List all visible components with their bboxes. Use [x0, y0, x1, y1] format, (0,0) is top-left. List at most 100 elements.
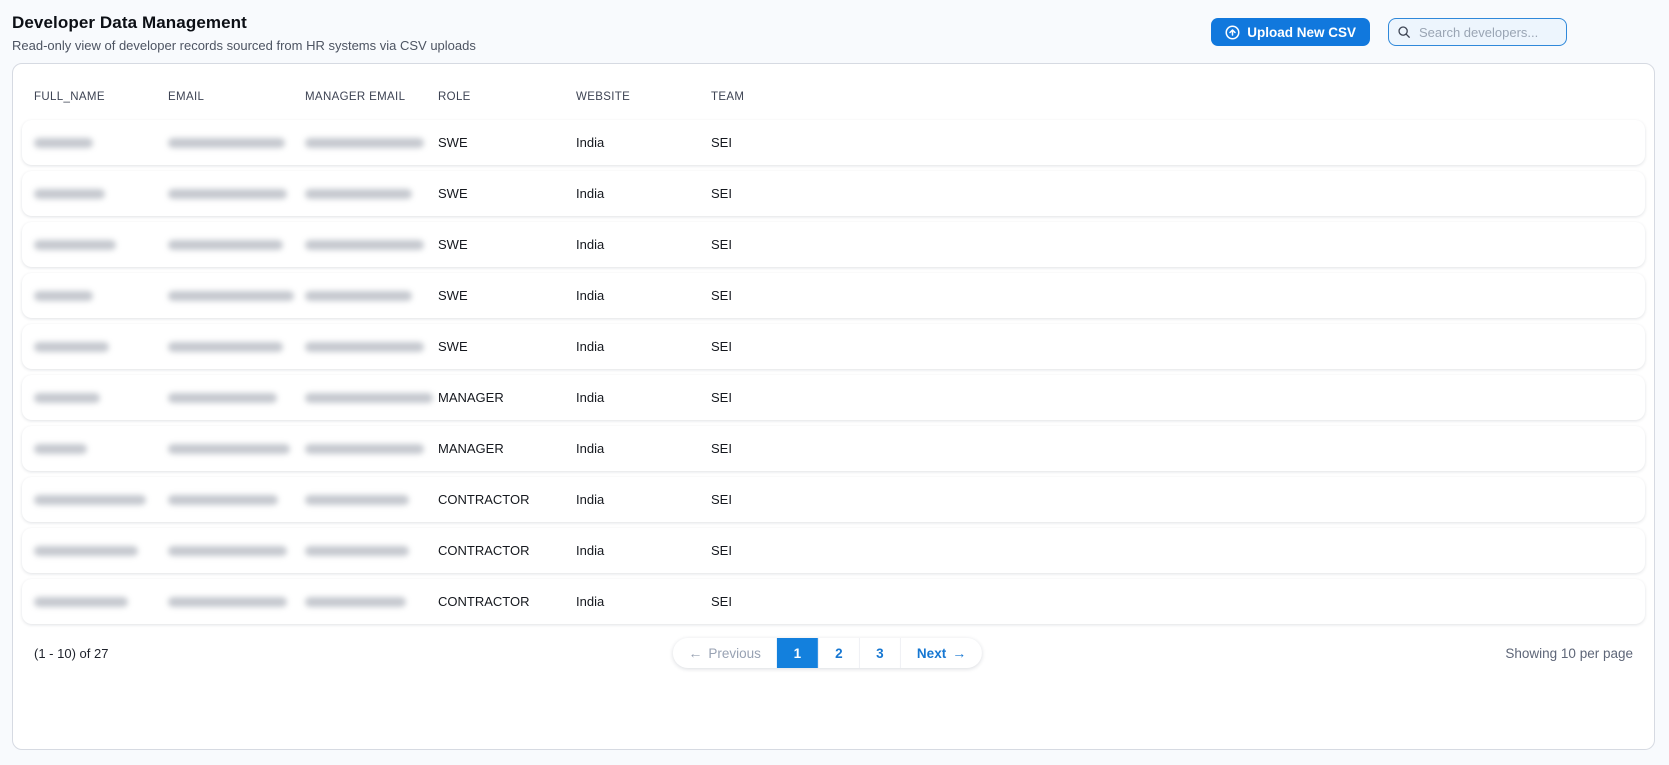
redacted-text-bar	[305, 341, 424, 352]
manager-email-cell-redacted	[293, 545, 426, 556]
column-header-manager-email: MANAGER EMAIL	[305, 90, 406, 103]
manager-email-cell-redacted	[293, 188, 426, 199]
redacted-text-bar	[305, 137, 424, 148]
email-cell-redacted	[156, 188, 293, 199]
team-cell: SEI	[711, 186, 732, 201]
manager-email-cell-redacted	[293, 341, 426, 352]
manager-email-cell-redacted	[293, 596, 426, 607]
manager-email-cell-redacted	[293, 443, 426, 454]
website-cell: India	[576, 492, 605, 507]
column-header-role: ROLE	[438, 90, 471, 103]
team-cell: SEI	[711, 594, 732, 609]
column-header-email: EMAIL	[168, 90, 205, 103]
website-cell: India	[576, 543, 605, 558]
table-body: SWE India SEI SWE India SEI SWE India SEI SWE Indi…	[22, 120, 1645, 624]
role-cell: CONTRACTOR	[438, 594, 530, 609]
redacted-text-bar	[34, 392, 100, 403]
table-row: CONTRACTOR India SEI	[22, 528, 1645, 573]
previous-button[interactable]: ← Previous	[672, 638, 777, 668]
full-name-cell-redacted	[22, 137, 156, 148]
redacted-text-bar	[34, 290, 93, 301]
column-header-website: WEBSITE	[576, 90, 631, 103]
page-title: Developer Data Management	[12, 13, 247, 32]
redacted-text-bar	[168, 443, 290, 454]
redacted-text-bar	[34, 341, 109, 352]
redacted-text-bar	[34, 239, 116, 250]
table-row: SWE India SEI	[22, 171, 1645, 216]
arrow-right-icon: →	[952, 645, 967, 661]
full-name-cell-redacted	[22, 596, 156, 607]
redacted-text-bar	[34, 137, 93, 148]
redacted-text-bar	[168, 596, 287, 607]
full-name-cell-redacted	[22, 188, 156, 199]
table-row: CONTRACTOR India SEI	[22, 477, 1645, 522]
redacted-text-bar	[305, 596, 406, 607]
search-box	[1388, 18, 1567, 46]
redacted-text-bar	[168, 392, 277, 403]
table-row: MANAGER India SEI	[22, 426, 1645, 471]
table-row: SWE India SEI	[22, 273, 1645, 318]
redacted-text-bar	[305, 443, 424, 454]
page-button-2[interactable]: 2	[817, 638, 859, 668]
full-name-cell-redacted	[22, 290, 156, 301]
redacted-text-bar	[305, 290, 412, 301]
redacted-text-bar	[168, 137, 285, 148]
manager-email-cell-redacted	[293, 290, 426, 301]
email-cell-redacted	[156, 137, 293, 148]
full-name-cell-redacted	[22, 239, 156, 250]
redacted-text-bar	[34, 494, 146, 505]
role-cell: SWE	[438, 288, 468, 303]
manager-email-cell-redacted	[293, 494, 426, 505]
upload-icon	[1225, 25, 1240, 40]
email-cell-redacted	[156, 290, 294, 301]
role-cell: SWE	[438, 237, 468, 252]
redacted-text-bar	[168, 494, 278, 505]
manager-email-cell-redacted	[293, 392, 433, 403]
table-row: MANAGER India SEI	[22, 375, 1645, 420]
search-input[interactable]	[1388, 18, 1567, 46]
range-label: (1 - 10) of 27	[34, 645, 109, 661]
email-cell-redacted	[156, 545, 293, 556]
table-header-row: FULL_NAME EMAIL MANAGER EMAIL ROLE WEBSITE TE…	[22, 73, 1645, 120]
column-header-full-name: FULL_NAME	[34, 90, 105, 103]
page-button-1[interactable]: 1	[776, 638, 818, 668]
email-cell-redacted	[156, 341, 293, 352]
full-name-cell-redacted	[22, 545, 156, 556]
team-cell: SEI	[711, 339, 732, 354]
manager-email-cell-redacted	[293, 239, 426, 250]
page-button-3[interactable]: 3	[858, 638, 900, 668]
redacted-text-bar	[305, 545, 409, 556]
arrow-left-icon: ←	[688, 645, 703, 661]
redacted-text-bar	[168, 239, 283, 250]
email-cell-redacted	[156, 239, 293, 250]
website-cell: India	[576, 594, 605, 609]
website-cell: India	[576, 441, 605, 456]
redacted-text-bar	[168, 290, 294, 301]
role-cell: CONTRACTOR	[438, 543, 530, 558]
email-cell-redacted	[156, 392, 293, 403]
redacted-text-bar	[34, 545, 138, 556]
table-row: SWE India SEI	[22, 324, 1645, 369]
redacted-text-bar	[305, 239, 424, 250]
redacted-text-bar	[168, 545, 287, 556]
role-cell: SWE	[438, 186, 468, 201]
role-cell: SWE	[438, 339, 468, 354]
website-cell: India	[576, 339, 605, 354]
website-cell: India	[576, 237, 605, 252]
manager-email-cell-redacted	[293, 137, 426, 148]
table-row: SWE India SEI	[22, 120, 1645, 165]
column-header-team: TEAM	[711, 90, 745, 103]
table-card: FULL_NAME EMAIL MANAGER EMAIL ROLE WEBSITE TE…	[12, 63, 1655, 750]
team-cell: SEI	[711, 237, 732, 252]
full-name-cell-redacted	[22, 494, 156, 505]
next-label: Next	[916, 645, 947, 661]
team-cell: SEI	[711, 441, 732, 456]
upload-csv-button[interactable]: Upload New CSV	[1211, 18, 1370, 46]
email-cell-redacted	[156, 494, 293, 505]
redacted-text-bar	[305, 188, 412, 199]
per-page-label: Showing 10 per page	[1505, 645, 1633, 661]
next-button[interactable]: Next →	[899, 638, 982, 668]
redacted-text-bar	[34, 188, 105, 199]
